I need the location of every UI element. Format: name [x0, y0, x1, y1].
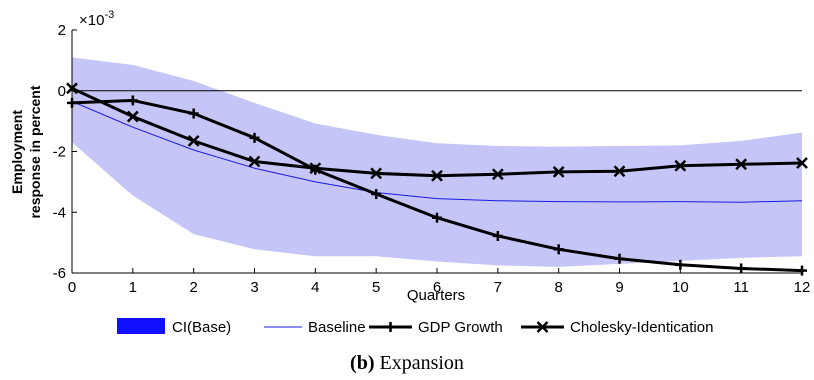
axes: 0 1 2 3 4 5 6 7 8 9 10 11 12-6-4-202: [53, 22, 811, 296]
ci-band: [72, 57, 802, 267]
y-axis-label-line1: Employment: [9, 110, 25, 194]
point-cholesky-identication: [431, 169, 443, 182]
caption-label: (b): [350, 352, 375, 374]
point-gdp-growth: [614, 253, 625, 264]
point-cholesky-identication: [126, 110, 139, 123]
point-cholesky-identication: [735, 158, 748, 171]
legend-item-ci-base: CI(Base): [117, 318, 231, 336]
x-tick-label: 0: [68, 279, 76, 296]
point-cholesky-identication: [248, 155, 261, 168]
point-cholesky-identication: [370, 167, 383, 180]
point-cholesky-identication: [309, 162, 322, 175]
x-tick-label: 1: [129, 279, 137, 296]
x-tick-label: 2: [189, 279, 197, 296]
y-tick-label: -6: [53, 265, 66, 282]
legend-swatch: [117, 318, 165, 334]
legend-marker: [536, 321, 549, 333]
x-tick-label: 9: [615, 279, 623, 296]
x-tick-label: 6: [433, 279, 441, 296]
x-axis-label: Quarters: [407, 287, 465, 304]
legend-marker: [385, 322, 396, 332]
point-cholesky-identication: [674, 159, 687, 172]
figure-caption: (b) Expansion: [0, 352, 814, 375]
y-tick-label: -4: [53, 204, 66, 221]
x-tick-label: 11: [733, 279, 749, 296]
point-gdp-growth: [188, 108, 199, 119]
point-gdp-growth: [249, 132, 260, 143]
legend-item-gdp-growth: GDP Growth: [369, 319, 503, 336]
x-tick-label: 5: [372, 279, 380, 296]
x-tick-label: 4: [311, 279, 319, 296]
plot-area: [66, 57, 808, 276]
y-axis-label-line2: response in percent: [27, 85, 43, 218]
point-gdp-growth: [553, 244, 564, 255]
x-tick-label: 12: [794, 279, 811, 296]
y-tick-label: 2: [58, 22, 66, 39]
legend-item-baseline: Baseline: [264, 319, 366, 336]
x-tick-label: 8: [554, 279, 562, 296]
x-tick-label: 3: [250, 279, 258, 296]
legend: CI(Base) Baseline GDP Growth Cholesky-Ident…: [117, 318, 713, 336]
point-gdp-growth: [127, 95, 138, 106]
point-gdp-growth: [492, 230, 503, 241]
x-tick-label: 10: [672, 279, 689, 296]
point-gdp-growth: [432, 212, 442, 223]
legend-label: CI(Base): [172, 319, 231, 336]
point-cholesky-identication: [613, 165, 626, 178]
y-tick-label: -2: [53, 144, 66, 161]
point-cholesky-identication: [491, 168, 504, 181]
impulse-response-chart: 0 1 2 3 4 5 6 7 8 9 10 11 12-6-4-202 Employment resp…: [9, 9, 811, 336]
x-tick-label: 7: [494, 279, 502, 296]
point-gdp-growth: [371, 189, 382, 200]
y-tick-label: 0: [58, 83, 66, 100]
point-cholesky-identication: [187, 134, 200, 147]
legend-label: Baseline: [308, 319, 366, 336]
caption-text: Expansion: [374, 352, 464, 374]
point-cholesky-identication: [796, 157, 808, 169]
legend-label: Cholesky-Identication: [570, 319, 713, 336]
legend-label: GDP Growth: [418, 319, 503, 336]
series-line-baseline: [71, 100, 803, 203]
y-axis-exponent: ×10-3: [79, 9, 114, 29]
point-cholesky-identication: [552, 165, 565, 178]
legend-item-cholesky-identication: Cholesky-Identication: [521, 319, 713, 336]
